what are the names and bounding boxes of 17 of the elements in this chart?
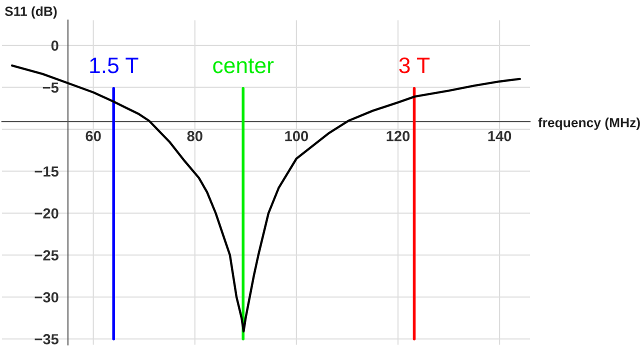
ref-line-label: center	[213, 58, 274, 74]
x-tick-label: 80	[187, 130, 202, 142]
x-tick-label: 120	[386, 130, 410, 142]
x-tick-label: 100	[285, 130, 308, 142]
x-tick-label: 60	[86, 130, 101, 142]
y-tick-label: −25	[34, 250, 59, 260]
y-tick-label: −35	[34, 334, 59, 344]
y-tick-label: −5	[42, 82, 59, 93]
y-tick-label: 0	[51, 40, 58, 51]
x-axis-title: frequency (MHz)	[538, 118, 640, 130]
y-axis-title: S11 (dB)	[4, 6, 57, 19]
ref-line-label: 3 T	[399, 58, 430, 74]
y-tick-label: −20	[34, 208, 58, 219]
y-tick-label: −15	[34, 166, 59, 177]
x-tick-label: 140	[488, 130, 512, 142]
ref-line-label: 1.5 T	[90, 58, 138, 74]
y-tick-label: −30	[34, 292, 58, 302]
